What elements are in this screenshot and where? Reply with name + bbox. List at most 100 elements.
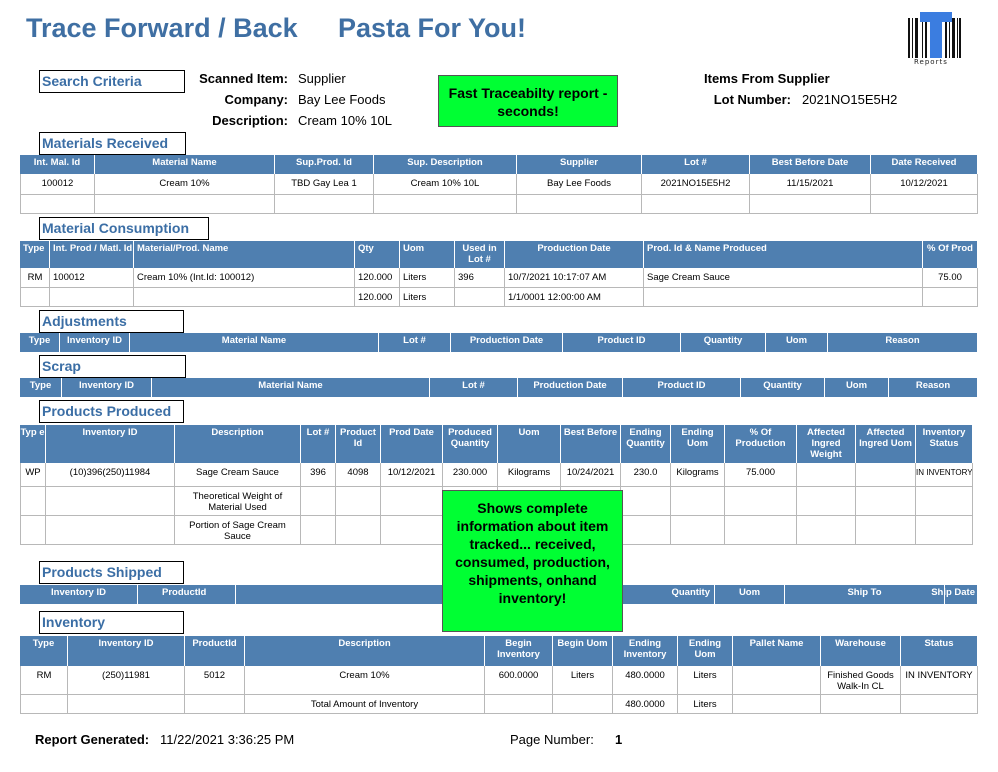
col-header: Date Received: [871, 155, 978, 174]
table-cell: [20, 487, 46, 516]
col-header: Material Name: [95, 155, 275, 174]
table-cell: Cream 10%: [95, 174, 275, 195]
col-header: Inventory ID: [62, 378, 152, 397]
table-cell: 100012: [50, 268, 134, 288]
total-inventory-value: 480.0000: [613, 695, 678, 714]
table-cell: Finished Goods Walk-In CL: [821, 666, 901, 695]
table-cell: IN INVENTORY: [916, 463, 973, 487]
table-cell: 11/15/2021: [750, 174, 871, 195]
inventory-table: Type Inventory ID ProductId Description …: [20, 636, 978, 714]
total-inventory-uom: Liters: [678, 695, 733, 714]
products-shipped-heading: Products Shipped: [39, 561, 184, 584]
table-cell: [733, 695, 821, 714]
col-header: Produced Quantity: [443, 425, 498, 463]
col-header: Uom: [825, 378, 889, 397]
table-cell: [336, 516, 381, 545]
col-header: Type: [20, 636, 68, 666]
col-header: % Of Prod: [923, 241, 978, 268]
col-header: Material Name: [152, 378, 430, 397]
col-header: Int. Mal. Id: [20, 155, 95, 174]
table-cell: 230.0: [621, 463, 671, 487]
col-header: Ending Quantity: [621, 425, 671, 463]
col-header: Inventory ID: [68, 636, 185, 666]
col-header: Uom: [766, 333, 828, 352]
table-cell: [871, 195, 978, 214]
col-header: ProductId: [138, 585, 236, 604]
table-cell: [381, 487, 443, 516]
col-header: Sup.Prod. Id: [275, 155, 374, 174]
table-cell: 120.000: [355, 268, 400, 288]
table-cell: [455, 288, 505, 307]
table-cell: [644, 288, 923, 307]
col-header: Lot #: [379, 333, 451, 352]
table-cell: [797, 487, 856, 516]
table-cell: [68, 695, 185, 714]
col-header: Pallet Name: [733, 636, 821, 666]
table-cell: [916, 516, 973, 545]
table-cell: 1/1/0001 12:00:00 AM: [505, 288, 644, 307]
company-title: Pasta For You!: [338, 13, 527, 43]
table-cell: [95, 195, 275, 214]
col-header: Status: [901, 636, 978, 666]
table-cell: 396: [301, 463, 336, 487]
table-cell: [797, 516, 856, 545]
inventory-heading: Inventory: [39, 611, 184, 634]
table-cell: [517, 195, 642, 214]
table-cell: 600.0000: [485, 666, 553, 695]
table-cell: 10/7/2021 10:17:07 AM: [505, 268, 644, 288]
table-cell: [671, 516, 725, 545]
materials-received-heading: Materials Received: [39, 132, 186, 155]
col-header: Production Date: [505, 241, 644, 268]
table-cell: Cream 10%: [245, 666, 485, 695]
page-number-label: Page Number:: [510, 732, 594, 747]
report-generated-value: 11/22/2021 3:36:25 PM: [160, 732, 295, 747]
table-cell: [750, 195, 871, 214]
page-number-value: 1: [615, 732, 623, 747]
col-header: Quantity: [741, 378, 825, 397]
col-header: Begin Inventory: [485, 636, 553, 666]
table-cell: [301, 487, 336, 516]
scanned-item-label: Scanned Item:: [199, 71, 288, 86]
table-cell: [901, 695, 978, 714]
col-header: Lot #: [430, 378, 518, 397]
table-cell: [46, 516, 175, 545]
table-cell: 10/12/2021: [871, 174, 978, 195]
table-cell: Kilograms: [671, 463, 725, 487]
table-cell: 480.0000: [613, 666, 678, 695]
col-header: Quantity: [681, 333, 766, 352]
lot-number-value: 2021NO15E5H2: [802, 92, 898, 107]
barcode-logo-icon: [908, 12, 961, 58]
description-label: Description:: [212, 113, 288, 128]
col-header: ProductId: [185, 636, 245, 666]
table-cell: [381, 516, 443, 545]
col-header: Qty: [355, 241, 400, 268]
col-header: % Of Production: [725, 425, 797, 463]
table-cell: Liters: [400, 288, 455, 307]
table-cell: [725, 516, 797, 545]
report-generated-label: Report Generated:: [35, 732, 150, 747]
col-header: Uom: [400, 241, 455, 268]
col-header: Production Date: [451, 333, 563, 352]
table-cell: Liters: [400, 268, 455, 288]
table-cell: [50, 288, 134, 307]
table-cell: [553, 695, 613, 714]
material-consumption-heading: Material Consumption: [39, 217, 209, 240]
col-header: Affected Ingred Weight: [797, 425, 856, 463]
table-cell: 2021NO15E5H2: [642, 174, 750, 195]
table-cell: Kilograms: [498, 463, 561, 487]
col-header: Prod Date: [381, 425, 443, 463]
table-cell: [923, 288, 978, 307]
col-header: Best Before Date: [750, 155, 871, 174]
col-header: Production Date: [518, 378, 623, 397]
table-cell: 75.00: [923, 268, 978, 288]
scanned-item-value: Supplier: [298, 71, 346, 86]
table-cell: WP: [20, 463, 46, 487]
col-header: Prod. Id & Name Produced: [644, 241, 923, 268]
col-header: Type: [20, 241, 50, 268]
table-cell: RM: [20, 268, 50, 288]
table-cell: [621, 487, 671, 516]
table-cell: 5012: [185, 666, 245, 695]
table-cell: [134, 288, 355, 307]
col-header: Material Name: [130, 333, 379, 352]
col-header: Inventory Status: [916, 425, 973, 463]
